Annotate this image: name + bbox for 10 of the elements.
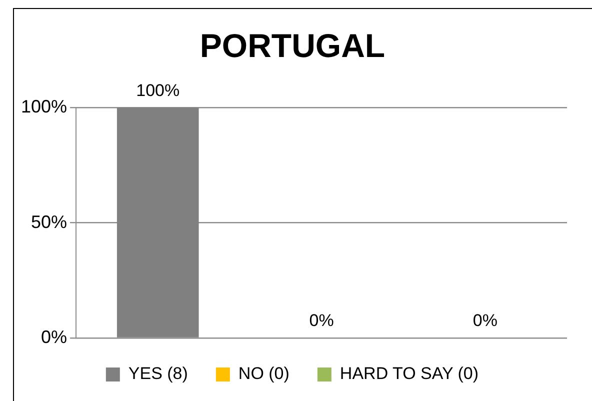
data-label: 0% — [309, 311, 334, 330]
legend-label: HARD TO SAY (0) — [340, 364, 478, 384]
legend-label: YES (8) — [128, 364, 188, 384]
data-label: 100% — [136, 80, 180, 100]
legend-label: NO (0) — [238, 364, 290, 384]
y-tick-label: 50% — [31, 212, 68, 232]
data-label: 0% — [472, 311, 498, 330]
y-tick-label: 0% — [41, 326, 68, 347]
chart-title: PORTUGAL — [200, 26, 386, 64]
y-tick-label: 100% — [20, 96, 68, 117]
